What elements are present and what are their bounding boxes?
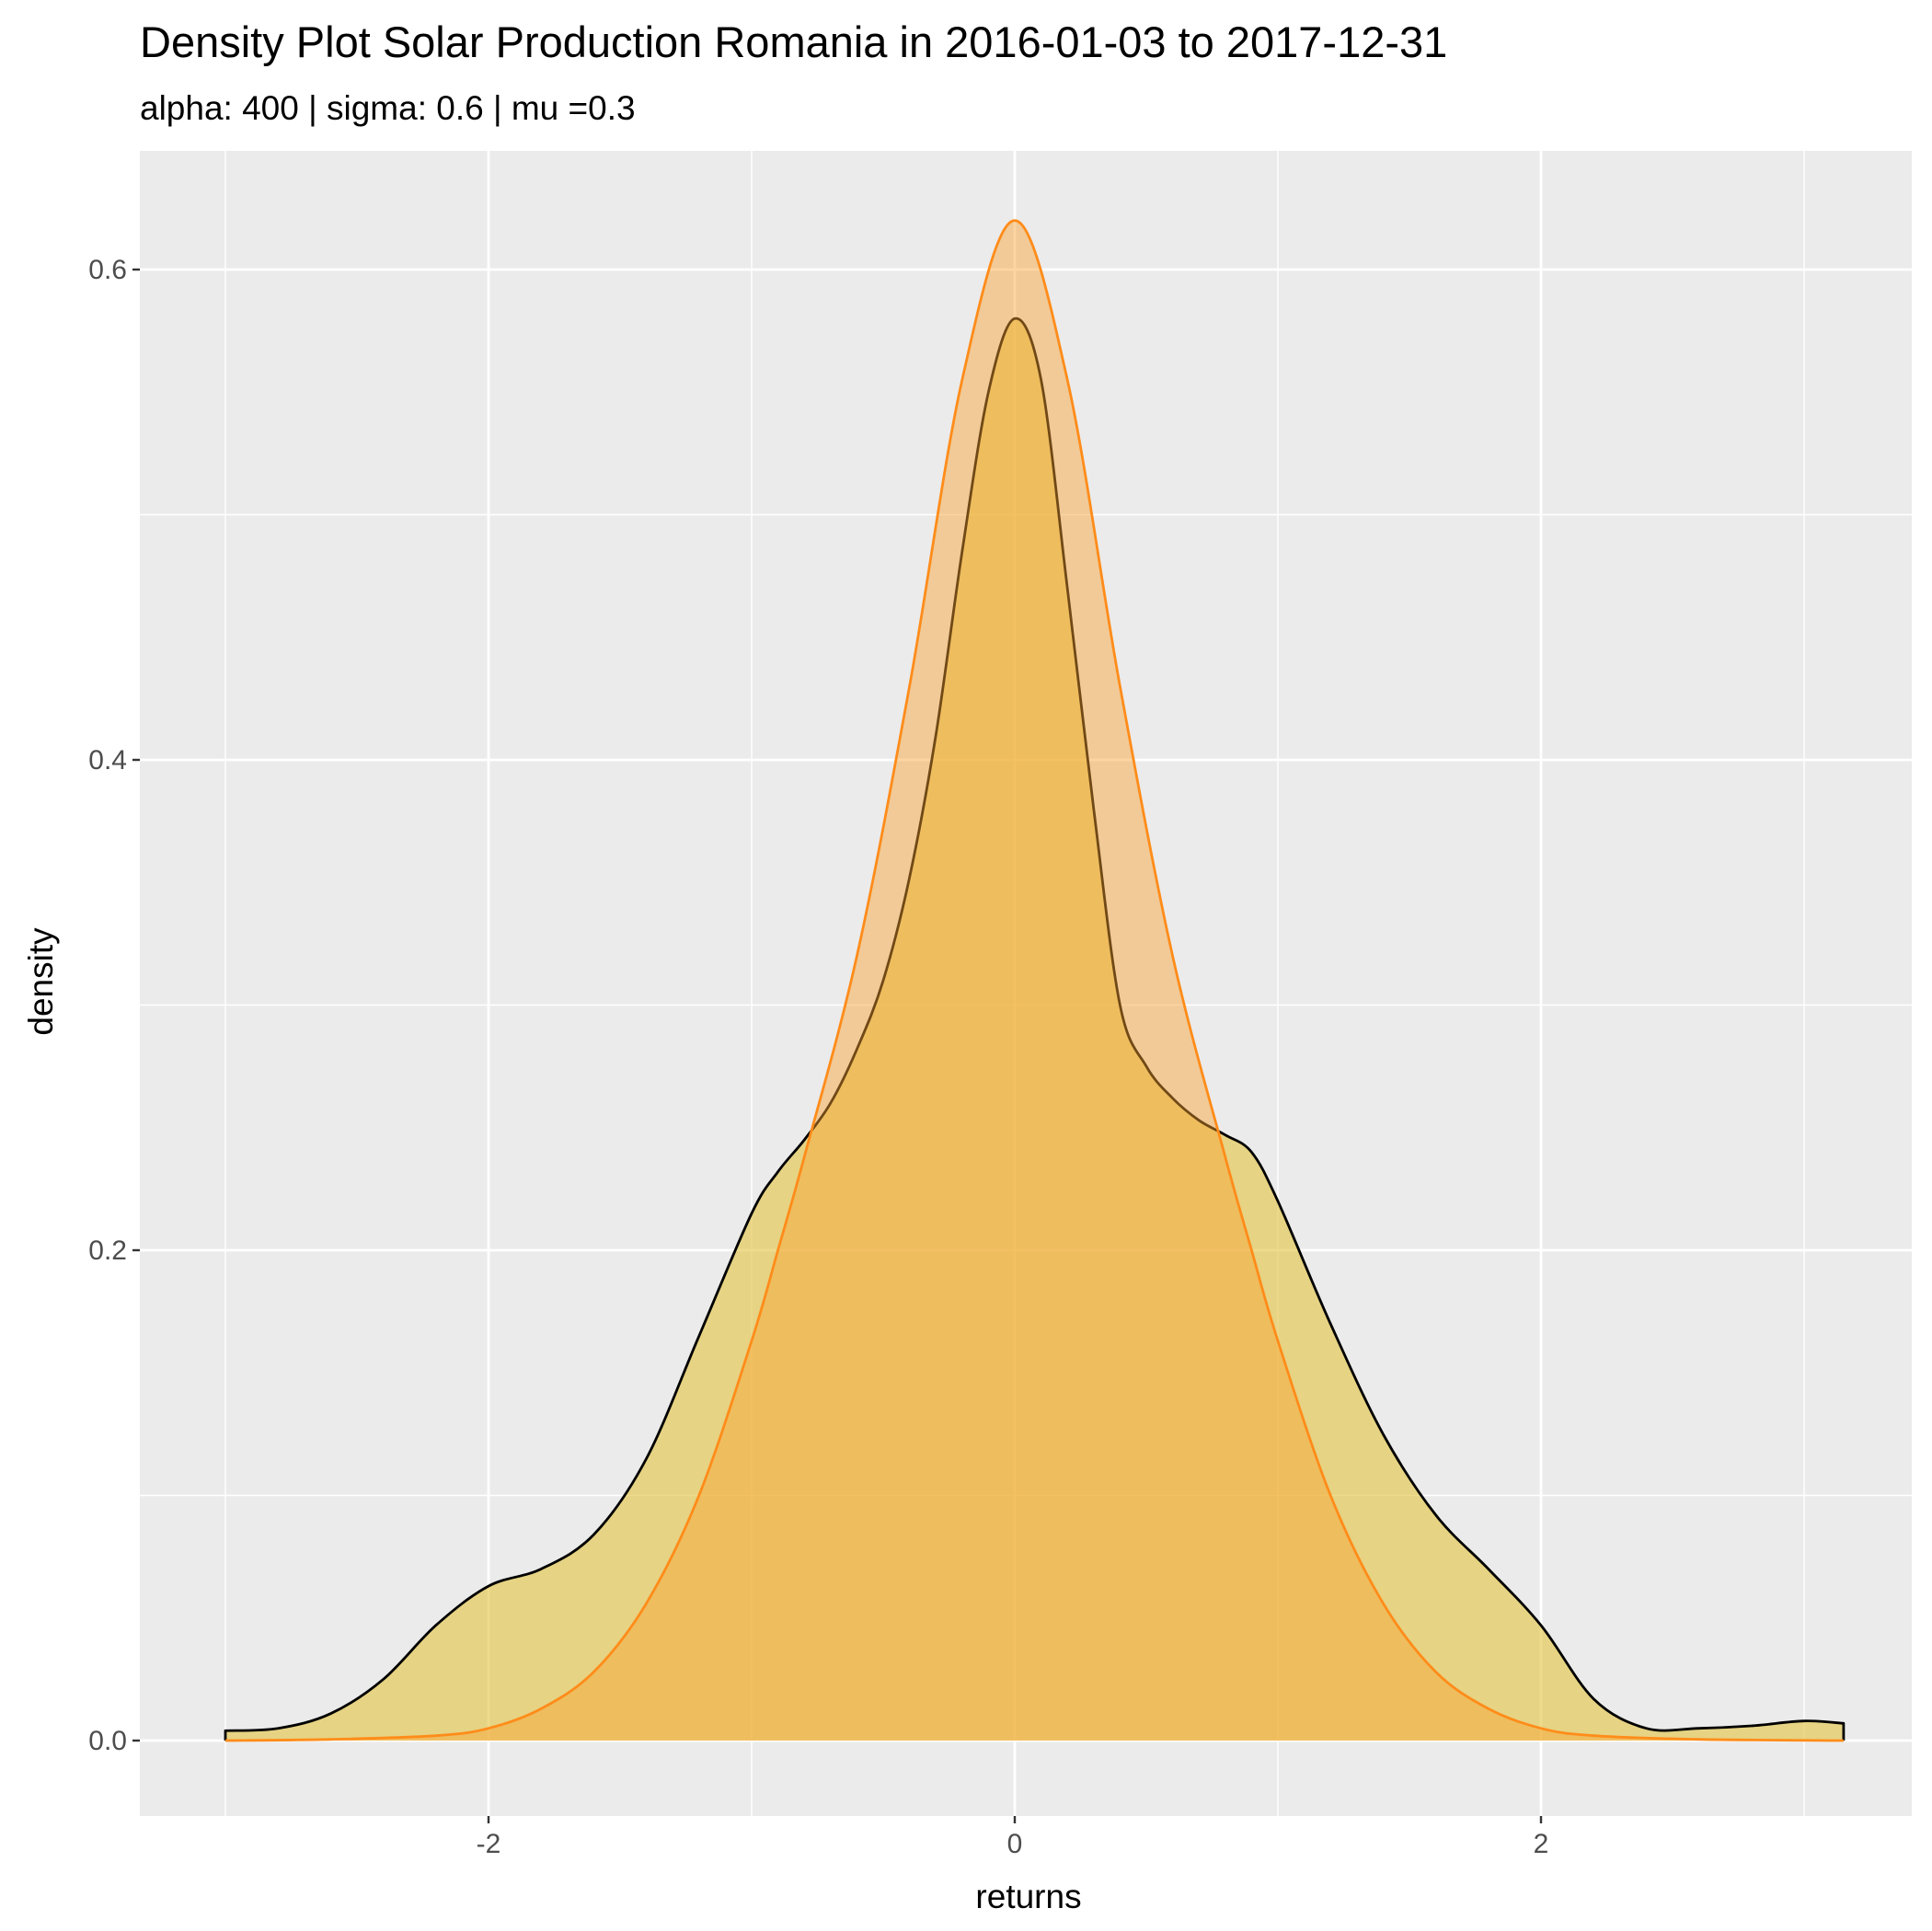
y-tick-label: 0.0	[88, 1726, 127, 1756]
x-tick-label: 2	[1534, 1829, 1549, 1859]
y-tick-label: 0.2	[88, 1236, 127, 1266]
chart-subtitle: alpha: 400 | sigma: 0.6 | mu =0.3	[140, 89, 636, 127]
density-curve-1	[224, 316, 1846, 1741]
y-axis-title: density	[22, 927, 60, 1036]
density-area-1	[225, 318, 1844, 1741]
x-axis-title: returns	[975, 1878, 1081, 1915]
y-axis-ticks: 0.0 0.2 0.4 0.6	[88, 255, 140, 1756]
y-tick-label: 0.4	[88, 745, 127, 776]
density-area-2	[225, 220, 1844, 1741]
x-tick-label: 0	[1007, 1829, 1023, 1859]
x-tick-label: -2	[477, 1829, 501, 1859]
density-curve-2	[224, 219, 1844, 1742]
y-tick-label: 0.6	[88, 255, 127, 285]
density-series	[224, 219, 1846, 1742]
chart-title: Density Plot Solar Production Romania in…	[140, 17, 1447, 66]
x-axis-ticks: -2 0 2	[477, 1816, 1549, 1859]
